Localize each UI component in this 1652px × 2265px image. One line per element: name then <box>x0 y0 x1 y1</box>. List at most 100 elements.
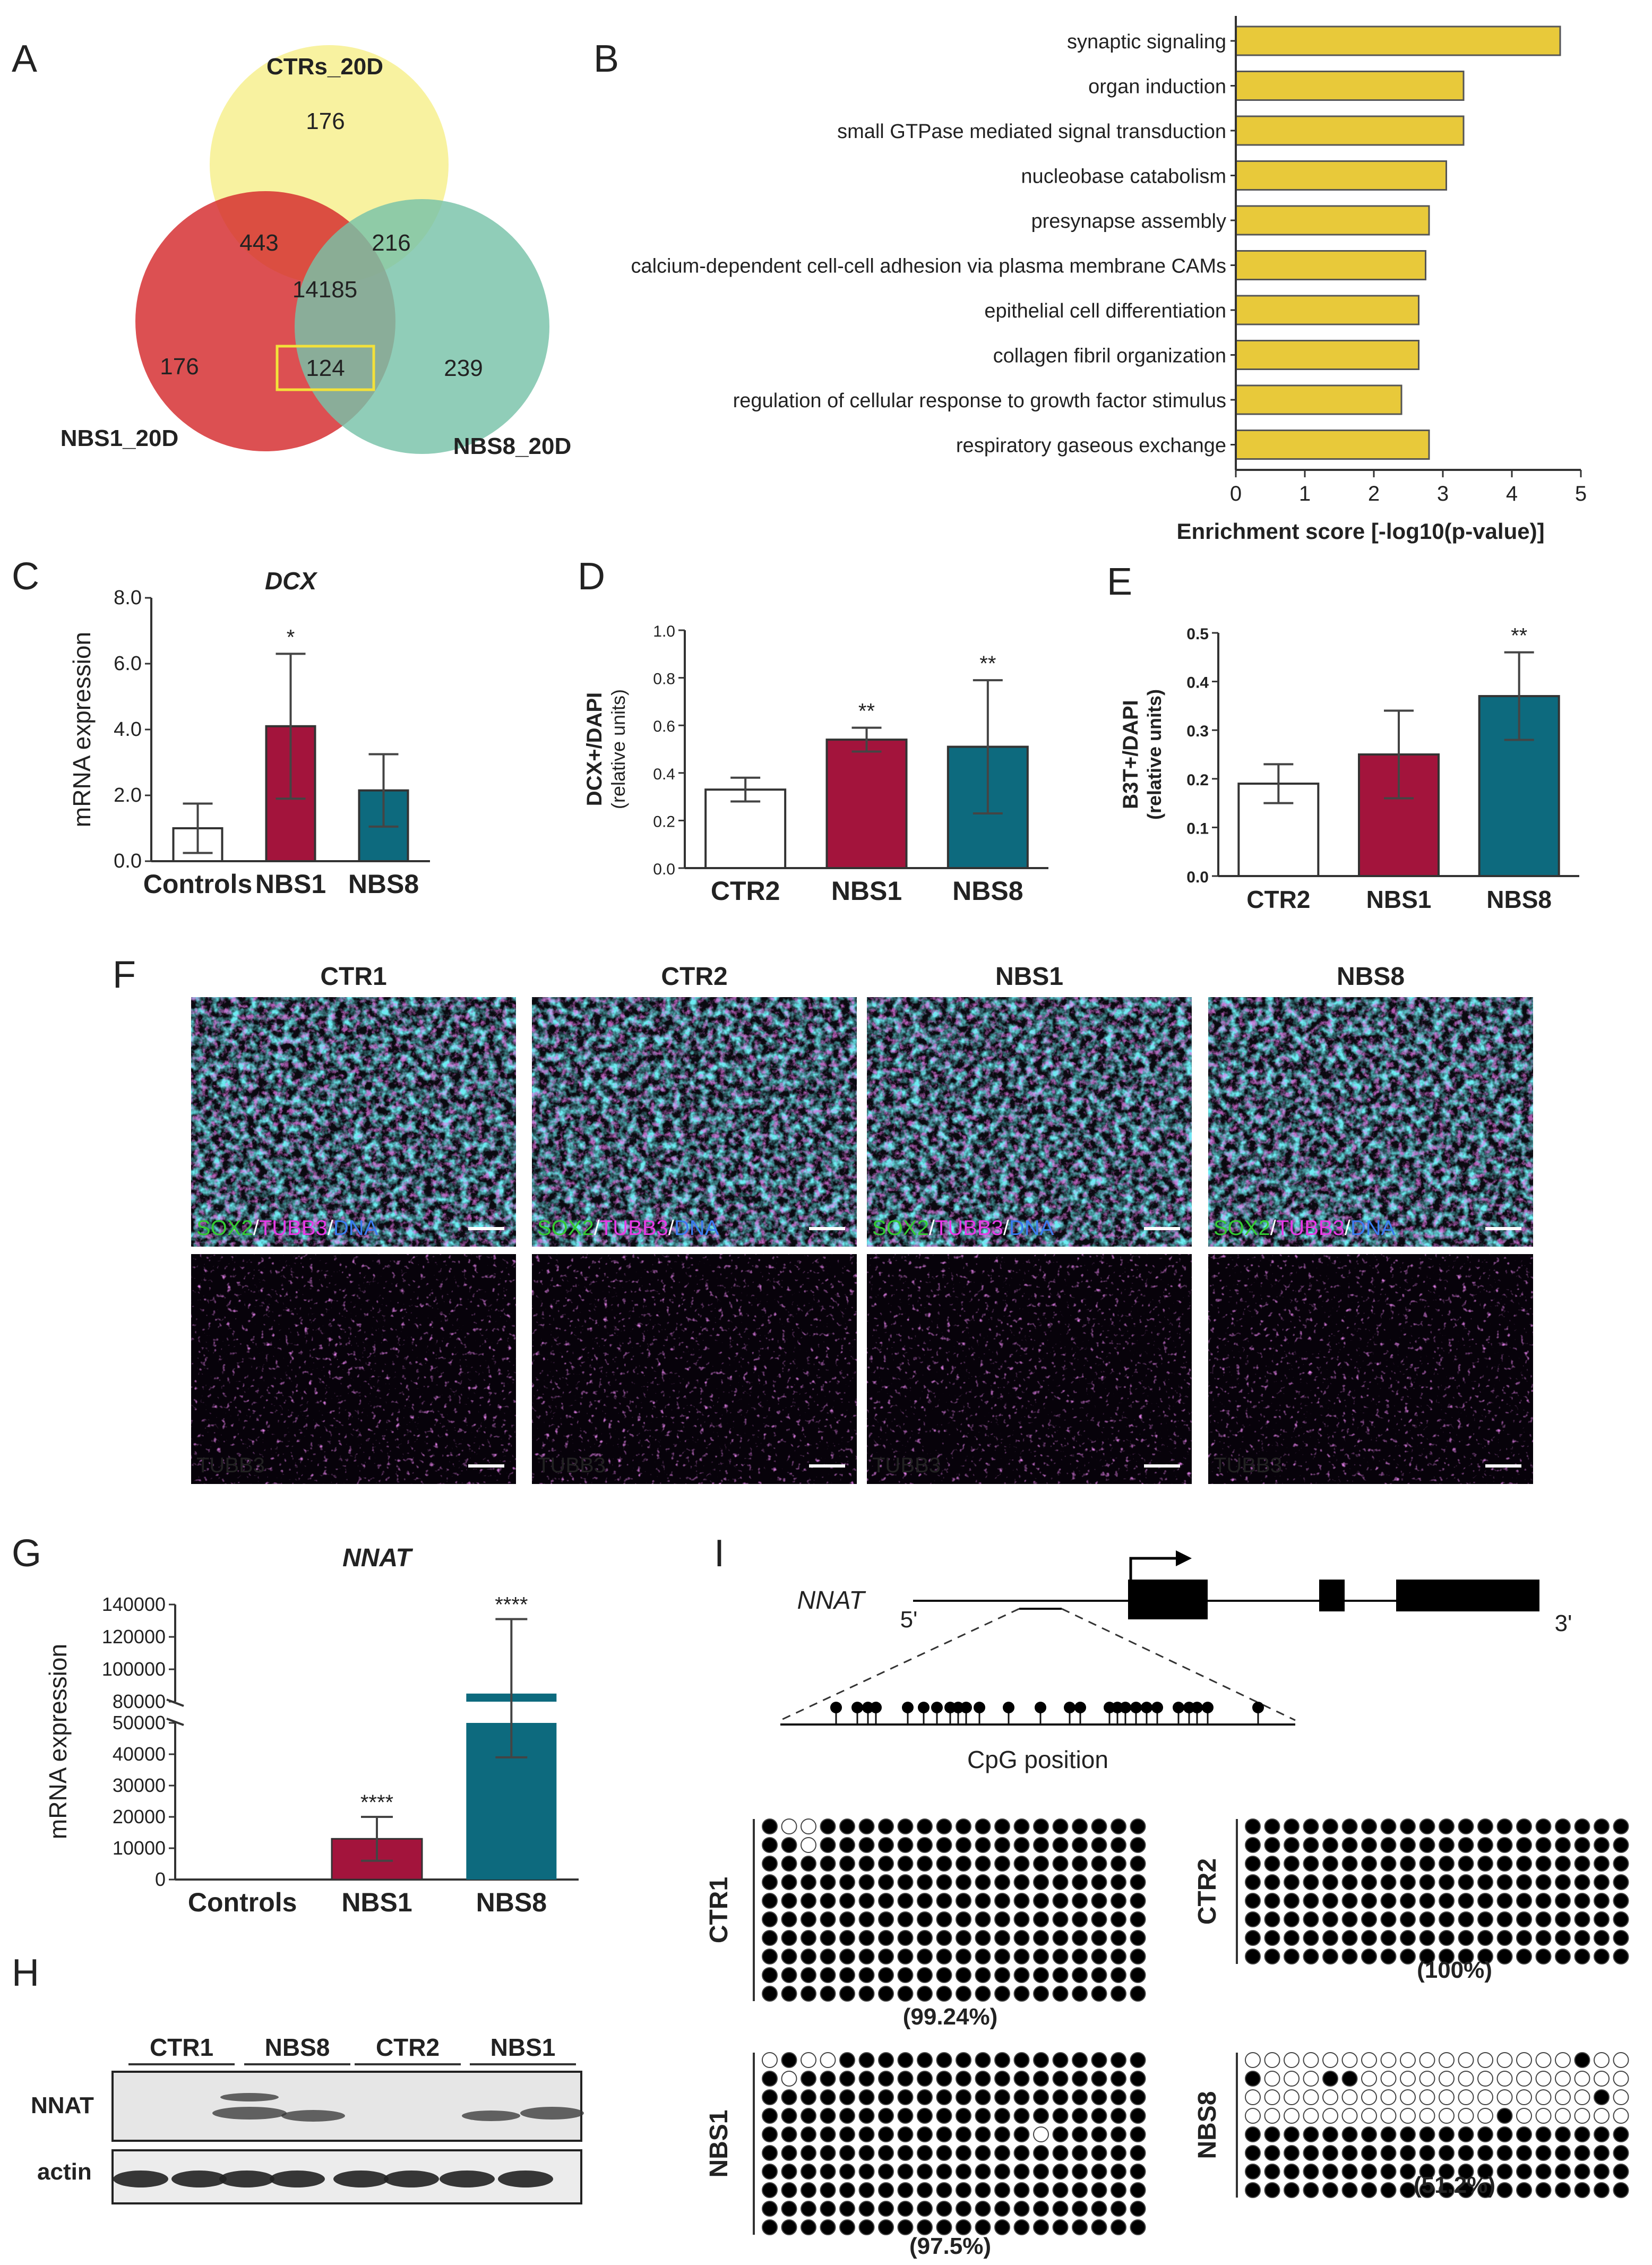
tss-arrow-icon <box>1129 1557 1178 1580</box>
cpg-dot <box>1419 1949 1435 1964</box>
chartE-tick-label-2: 0.2 <box>1186 771 1209 789</box>
cpg-dot <box>820 1949 836 1964</box>
cpg-dot <box>1245 2126 1261 2142</box>
cpg-dot <box>1072 1893 1088 1909</box>
cpg-dot <box>1496 2164 1513 2180</box>
bar-b-8 <box>1235 384 1403 415</box>
cpg-dot <box>1303 1949 1319 1964</box>
chart-g-tick-label-3: 30000 <box>113 1774 166 1796</box>
cpg-dot <box>1052 2071 1069 2087</box>
cpg-dot <box>820 2201 836 2217</box>
cpg-dot <box>1111 2089 1126 2105</box>
cpg-dot <box>956 1967 971 1983</box>
cpg-dot <box>1111 1856 1126 1872</box>
cpg-dot <box>936 1967 952 1983</box>
cpg-dot <box>1613 2089 1629 2105</box>
cpg-dot <box>820 2108 836 2124</box>
micro-bottom-label-1: TUBB3 <box>537 1454 606 1477</box>
cpg-dot <box>1400 1949 1416 1964</box>
cpg-dot <box>801 2071 816 2087</box>
label-b-8: regulation of cellular response to growt… <box>733 390 1226 412</box>
cpg-dot <box>878 1837 894 1853</box>
cpg-site-9 <box>960 1702 972 1713</box>
cpg-dot <box>781 1874 797 1890</box>
cpg-dot <box>1477 1893 1493 1909</box>
cpg-dot <box>1033 1911 1049 1927</box>
cpg-dot <box>1419 2164 1435 2180</box>
cpg-dot <box>1535 1818 1552 1834</box>
cpg-dot <box>1130 2164 1146 2180</box>
cpg-dot <box>1130 1874 1146 1890</box>
venn-count-ctr-nbs1: 443 <box>239 230 278 256</box>
cpg-dot <box>897 1949 914 1964</box>
cpg-grid-nbs1 <box>762 2052 1146 2235</box>
cpg-dot <box>1535 2126 1552 2142</box>
cpg-dot <box>1341 2145 1358 2161</box>
cpg-dot <box>1516 1911 1532 1927</box>
cpg-dot <box>1419 2182 1435 2198</box>
cpg-dot <box>936 1930 952 1946</box>
cpg-dot <box>1284 1874 1300 1890</box>
cpg-dot <box>1361 1911 1377 1927</box>
cpg-methylation: NNAT 5' 3' CpG position CTR1 (99.24%) CTR2 (100… <box>705 1550 1629 2259</box>
exon-2 <box>1319 1580 1345 1611</box>
cpg-dot <box>1284 2145 1300 2161</box>
cpg-dot <box>1052 2145 1069 2161</box>
cpg-dot <box>1052 1837 1069 1853</box>
cpg-dot <box>1341 1837 1358 1853</box>
chart-g-cat-0: Controls <box>188 1888 297 1917</box>
cpg-dot <box>1361 2126 1377 2142</box>
cpg-dot <box>1091 1818 1107 1834</box>
cpg-site-11 <box>1003 1702 1014 1713</box>
cpg-dot <box>839 2108 855 2124</box>
cpg-dot <box>878 2219 894 2235</box>
cpg-dot <box>994 2182 1010 2198</box>
cpg-dot <box>1361 2164 1377 2180</box>
cpg-dot <box>1013 1893 1030 1909</box>
cpg-dot <box>820 1818 836 1834</box>
cpg-dot <box>1574 2108 1590 2124</box>
venn-highlight-box <box>276 345 375 391</box>
cpg-dot <box>1535 1893 1552 1909</box>
cpg-dot <box>1033 1986 1049 2002</box>
cpg-dot <box>1264 2145 1280 2161</box>
cpg-dot <box>917 2182 933 2198</box>
micro-top-label-0: SOX2/TUBB3/DNA <box>196 1216 378 1240</box>
cpg-dot <box>1458 1911 1474 1927</box>
cpg-dot <box>1400 1856 1416 1872</box>
cpg-dot <box>1400 2164 1416 2180</box>
cpg-dot <box>917 2052 933 2068</box>
cpg-dot <box>917 2071 933 2087</box>
actin-band-2 <box>219 2170 274 2187</box>
chart-g-tick-label-9: 140000 <box>102 1593 166 1615</box>
cpg-dot <box>1380 1874 1397 1890</box>
cpg-dot <box>1458 1837 1474 1853</box>
cpg-dot <box>1400 1837 1416 1853</box>
cpg-dot <box>1052 2219 1069 2235</box>
microscopy-panel: CTR1 SOX2/TUBB3/DNA TUBB3 CTR2 SOX2/TUBB3/DN… <box>191 963 1533 1484</box>
cpg-pct-2: (97.5%) <box>909 2233 991 2259</box>
cpg-grid-ctr2 <box>1245 1818 1629 1964</box>
cpg-dot <box>1111 2201 1126 2217</box>
cpg-dot <box>762 1949 778 1964</box>
cpg-dot <box>1535 1930 1552 1946</box>
actin-band-7 <box>498 2170 553 2187</box>
cpg-dot <box>781 1986 797 2002</box>
chartE-ylabel: B3T+/DAPI <box>1119 700 1142 809</box>
cpg-dot <box>801 2108 816 2124</box>
cpg-dot <box>1594 2089 1610 2105</box>
cpg-dot <box>1477 1911 1493 1927</box>
cpg-dot <box>878 2145 894 2161</box>
cpg-dot <box>1477 2108 1493 2124</box>
cpg-dot <box>975 1837 991 1853</box>
cpg-dot <box>1458 1874 1474 1890</box>
cpg-dot <box>1458 1893 1474 1909</box>
cpg-dot <box>1130 1893 1146 1909</box>
cpg-dot <box>839 1930 855 1946</box>
cpg-dot <box>858 1893 875 1909</box>
cpg-dot <box>1400 2089 1416 2105</box>
chartD-cat-0: CTR2 <box>711 876 780 906</box>
cpg-dot <box>858 1837 875 1853</box>
cpg-dot <box>917 1837 933 1853</box>
chart-g-ylabel: mRNA expression <box>44 1644 72 1839</box>
